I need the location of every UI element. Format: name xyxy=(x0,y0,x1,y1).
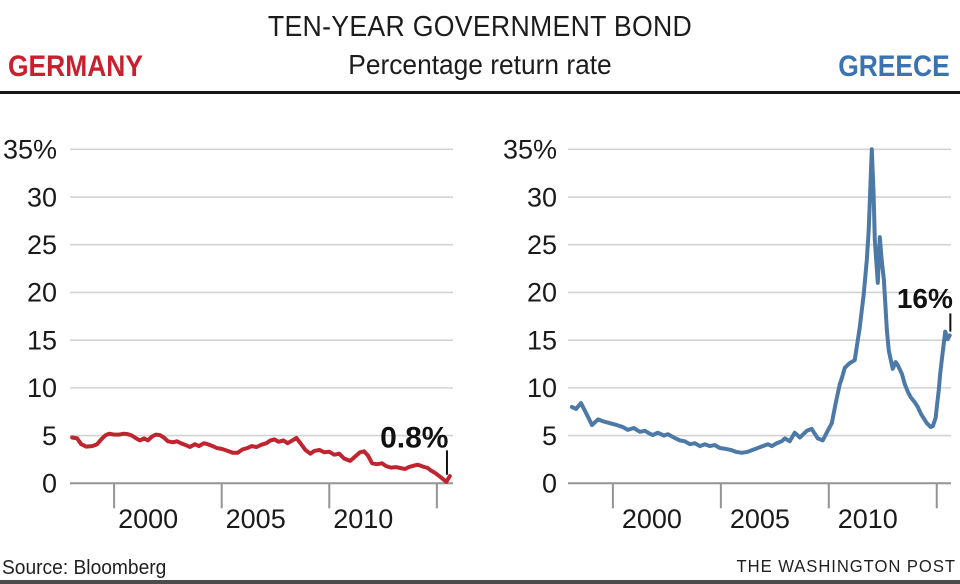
germany-y-tick-label: 15 xyxy=(27,325,57,355)
germany-label: GERMANY xyxy=(8,50,143,83)
greece-y-tick-label: 15 xyxy=(527,325,557,355)
greece-y-tick-label: 5 xyxy=(542,421,557,451)
greece-line-chart: 35% 30 25 20 15 10 5 0 2000 2005 2010 16% xyxy=(503,135,953,534)
greece-x-tick-label: 2010 xyxy=(838,504,898,534)
header-divider xyxy=(0,91,960,94)
germany-series-line xyxy=(70,431,452,484)
greece-label: GREECE xyxy=(838,50,950,83)
germany-y-tick-label: 5 xyxy=(42,421,57,451)
greece-y-tick-label: 30 xyxy=(527,182,557,212)
germany-y-tick-label: 30 xyxy=(27,182,57,212)
germany-chart: 35% 30 25 20 15 10 5 0 2000 2005 2010 0.8% xyxy=(0,110,480,540)
greece-chart: 35% 30 25 20 15 10 5 0 2000 2005 2010 16% xyxy=(480,110,960,540)
greece-y-tick-label: 35% xyxy=(503,135,557,165)
greece-x-tick-label: 2000 xyxy=(622,504,682,534)
germany-y-tick-label: 0 xyxy=(42,469,57,499)
germany-x-tick-label: 2005 xyxy=(226,504,286,534)
publisher-credit: THE WASHINGTON POST xyxy=(736,556,956,576)
germany-y-tick-label: 35% xyxy=(3,135,57,165)
germany-y-tick-label: 25 xyxy=(27,230,57,260)
greece-y-tick-label: 10 xyxy=(527,373,557,403)
germany-y-tick-label: 10 xyxy=(27,373,57,403)
germany-line-chart: 35% 30 25 20 15 10 5 0 2000 2005 2010 0.8% xyxy=(3,135,453,534)
greece-y-tick-label: 20 xyxy=(527,278,557,308)
greece-annotation-label: 16% xyxy=(897,283,953,314)
greece-x-tick-label: 2005 xyxy=(730,504,790,534)
germany-x-tick-label: 2000 xyxy=(118,504,178,534)
page-title: TEN-YEAR GOVERNMENT BOND xyxy=(267,11,693,43)
bottom-border xyxy=(0,580,960,584)
germany-y-tick-label: 20 xyxy=(27,278,57,308)
germany-x-tick-label: 2010 xyxy=(333,504,393,534)
germany-annotation-label: 0.8% xyxy=(380,422,448,455)
source-credit: Source: Bloomberg xyxy=(2,557,167,579)
page-subtitle: Percentage return rate xyxy=(348,49,612,80)
greece-series-line xyxy=(569,147,952,455)
greece-y-tick-label: 25 xyxy=(527,230,557,260)
greece-y-tick-label: 0 xyxy=(542,469,557,499)
